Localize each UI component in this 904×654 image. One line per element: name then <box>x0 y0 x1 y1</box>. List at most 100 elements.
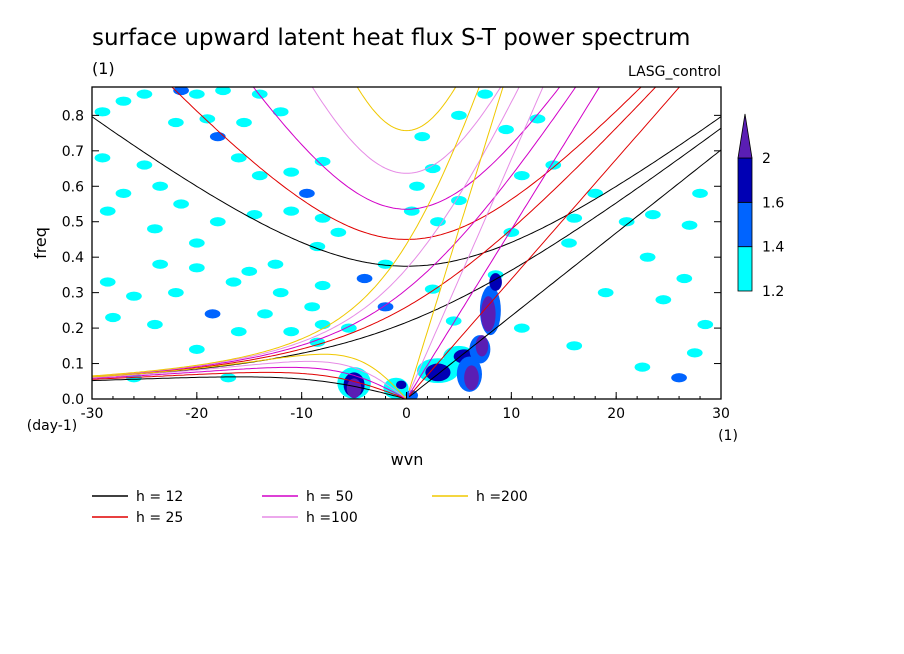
contour-region <box>230 327 247 337</box>
contour-region <box>561 238 577 248</box>
contour-region <box>424 284 441 294</box>
contour-region <box>152 181 169 191</box>
contour-region <box>215 87 231 96</box>
contour-region <box>283 206 300 216</box>
contour-region <box>220 373 237 383</box>
contour-region <box>272 107 289 117</box>
contour-region <box>356 273 373 284</box>
x-tick-label: 10 <box>502 406 520 422</box>
colorbar-label: 1.4 <box>762 240 784 256</box>
legend-label: h =200 <box>476 489 528 505</box>
contour-region <box>246 210 263 220</box>
contour-region <box>283 327 300 337</box>
colorbar-segment <box>737 157 753 203</box>
contour-region <box>644 210 661 220</box>
y-tick-label: 0.2 <box>62 321 84 337</box>
contour-region <box>314 319 331 330</box>
contour-region <box>147 224 163 234</box>
rossby-curve <box>92 376 409 399</box>
contour-region <box>451 110 467 120</box>
contour-region <box>309 241 326 252</box>
contour-region <box>230 153 247 163</box>
contour-region <box>403 206 420 216</box>
contour-region <box>513 171 530 181</box>
contour-region <box>94 153 111 163</box>
contour-region <box>241 266 258 276</box>
contour-region <box>330 227 347 237</box>
contour-region <box>188 238 205 248</box>
contour-region <box>618 217 635 227</box>
x-tick-label: 0 <box>402 406 411 422</box>
contour-region <box>251 89 268 99</box>
contour-region <box>377 259 394 269</box>
plot-frame <box>91 86 722 400</box>
contour-region <box>425 363 451 382</box>
model-label: LASG_control <box>628 64 721 80</box>
contour-region <box>671 373 687 383</box>
y-tick-label: 0.0 <box>62 392 84 408</box>
contour-region <box>475 335 489 357</box>
contour-region <box>173 87 189 96</box>
legend: h = 12 h = 25 h = 50 h =100 h =200 <box>92 489 528 526</box>
contour-region <box>686 348 703 358</box>
mrg-curve <box>92 127 721 378</box>
x-tick-label: 30 <box>712 406 730 422</box>
y-tick-label: 0.4 <box>62 250 84 266</box>
contour-region <box>283 167 300 177</box>
contour-region <box>115 96 132 106</box>
contour-region <box>676 273 693 284</box>
rossby-curve <box>92 371 408 399</box>
contour-region <box>681 220 698 230</box>
contour-region <box>692 188 708 198</box>
contour-region <box>529 114 546 124</box>
x-tick-label: -20 <box>185 406 208 422</box>
contour-region <box>513 323 530 333</box>
y-units-label: (day-1) <box>27 418 77 434</box>
contour-region <box>209 217 226 227</box>
inertia-gravity-curve <box>171 87 642 240</box>
legend-label: h = 50 <box>306 489 353 505</box>
contour-region <box>188 263 205 273</box>
contour-region <box>209 132 226 142</box>
legend-label: h = 12 <box>136 489 183 505</box>
contour-region <box>173 199 189 209</box>
inertia-gravity-curve <box>92 116 721 267</box>
contour-region <box>480 296 496 332</box>
spectrum-contours <box>94 87 714 399</box>
contour-region <box>152 259 169 269</box>
legend-label: h = 25 <box>136 510 183 526</box>
contour-region <box>566 341 583 351</box>
y-axis: 0.0 0.1 0.2 0.3 0.4 0.5 0.6 0.7 0.8 <box>62 108 721 408</box>
contour-region <box>697 319 714 330</box>
contour-region <box>464 365 479 391</box>
contour-region <box>304 302 321 312</box>
contour-region <box>309 337 326 347</box>
colorbar-label: 2 <box>762 151 771 167</box>
contour-region <box>655 295 672 305</box>
contour-region <box>188 89 205 99</box>
kelvin-curve <box>408 87 504 391</box>
kelvin-curve <box>408 87 681 397</box>
contour-region <box>236 117 252 128</box>
contour-region <box>99 277 116 287</box>
y-axis-label: freq <box>31 227 50 259</box>
contour-region <box>257 309 273 319</box>
contour-region <box>136 160 153 170</box>
contour-region <box>414 132 431 142</box>
contour-region <box>225 277 242 287</box>
kelvin-curve <box>408 87 601 396</box>
mrg-curve <box>92 87 480 377</box>
contour-region <box>314 156 331 167</box>
contour-region <box>267 259 284 269</box>
contour-region <box>477 89 493 99</box>
chart-title: surface upward latent heat flux S-T powe… <box>92 25 690 51</box>
contour-region <box>409 181 425 191</box>
contour-region <box>168 117 184 128</box>
contour-region <box>94 107 111 117</box>
contour-region <box>503 227 520 237</box>
contour-region <box>597 288 614 298</box>
x-axis: -30 -20 -10 0 10 20 30 <box>81 392 730 422</box>
contour-region <box>99 206 116 216</box>
x-tick-label: -30 <box>81 406 104 422</box>
mrg-curve <box>92 87 577 377</box>
